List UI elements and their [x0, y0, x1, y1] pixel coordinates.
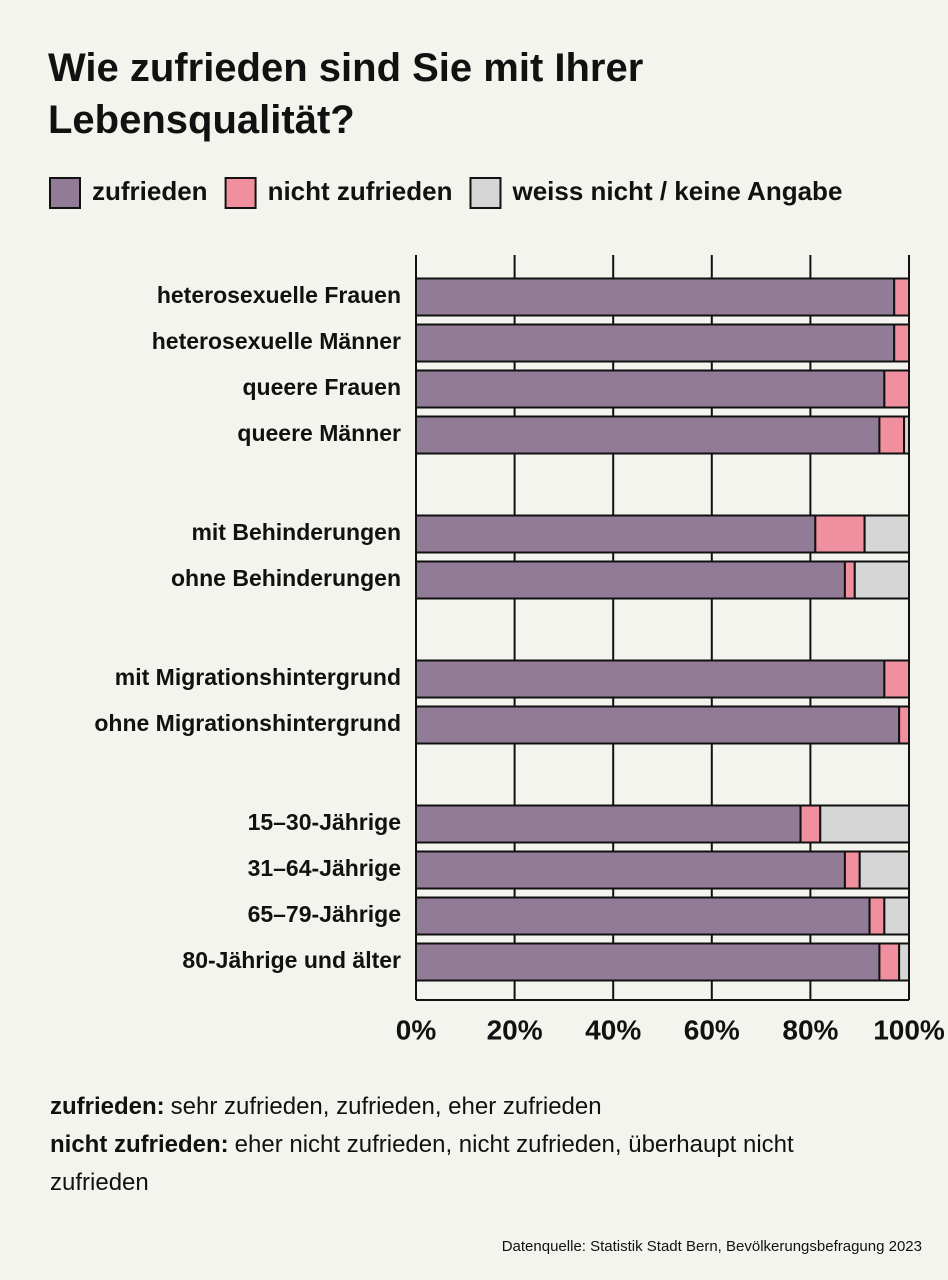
legend-swatch: [469, 177, 502, 209]
bar-segment: [853, 560, 911, 600]
bar-segment: [868, 896, 886, 936]
bar-segment: [415, 850, 846, 890]
bar-segment: [415, 323, 896, 363]
note-text: eher nicht zufrieden, nicht zufrieden, ü…: [50, 1131, 794, 1196]
bar-segment: [893, 323, 911, 363]
x-tick-label: 20%: [487, 1014, 543, 1045]
bar-segment: [883, 896, 910, 936]
bar-segment: [814, 514, 866, 554]
bar-segment: [883, 659, 910, 699]
note-term: zufrieden:: [50, 1093, 165, 1120]
x-tick-label: 40%: [585, 1014, 641, 1045]
bar-segment: [898, 705, 911, 745]
bar-segment: [843, 850, 861, 890]
y-tick-label: queere Männer: [237, 420, 401, 446]
bar-segment: [415, 560, 846, 600]
bar-segment: [893, 277, 911, 317]
x-tick-label: 100%: [873, 1014, 945, 1045]
x-tick-label: 80%: [782, 1014, 838, 1045]
bar-segment: [878, 942, 901, 982]
bar-segment: [415, 415, 881, 455]
bar-segment: [878, 415, 906, 455]
y-tick-label: 31–64-Jährige: [248, 855, 401, 881]
x-tick-label: 60%: [684, 1014, 740, 1045]
y-tick-label: heterosexuelle Frauen: [157, 282, 401, 308]
bar-segment: [858, 850, 911, 890]
legend-swatch: [224, 177, 257, 209]
notes: zufrieden: sehr zufrieden, zufrieden, ehe…: [50, 1088, 810, 1202]
source: Datenquelle: Statistik Stadt Bern, Bevöl…: [501, 1238, 922, 1255]
bar-segment: [415, 942, 881, 982]
legend-label: zufrieden: [92, 176, 208, 206]
legend-label: weiss nicht / keine Angabe: [511, 176, 842, 206]
chart-title: Wie zufrieden sind Sie mit Ihrer Lebensq…: [48, 46, 644, 142]
y-tick-label: mit Migrationshintergrund: [115, 664, 401, 690]
y-tick-label: queere Frauen: [243, 374, 402, 400]
bar-segment: [863, 514, 911, 554]
y-tick-label: 80-Jährige und älter: [182, 947, 401, 973]
y-tick-label: 65–79-Jährige: [248, 901, 401, 927]
legend-label: nicht zufrieden: [268, 176, 453, 206]
bar-segment: [415, 277, 896, 317]
bar-segment: [843, 560, 856, 600]
bar-segment: [415, 705, 901, 745]
note-text: sehr zufrieden, zufrieden, eher zufriede…: [170, 1093, 602, 1120]
bar-segment: [898, 942, 911, 982]
legend-swatch: [49, 177, 81, 209]
y-tick-label: 15–30-Jährige: [248, 809, 401, 835]
bar-segment: [415, 659, 886, 699]
note-term: nicht zufrieden:: [50, 1131, 229, 1158]
bar-segment: [415, 369, 886, 409]
bar-segment: [415, 804, 802, 844]
y-tick-label: ohne Migrationshintergrund: [94, 710, 401, 736]
note: zufrieden: sehr zufrieden, zufrieden, ehe…: [50, 1088, 810, 1126]
bar-segment: [903, 415, 911, 455]
y-tick-label: ohne Behinderungen: [171, 565, 401, 591]
bar-segment: [799, 804, 822, 844]
bar-segment: [819, 804, 911, 844]
bar-segment: [415, 896, 871, 936]
y-tick-label: mit Behinderungen: [191, 519, 401, 545]
y-tick-label: heterosexuelle Männer: [152, 328, 401, 354]
bar-segment: [415, 514, 817, 554]
note: nicht zufrieden: eher nicht zufrieden, ni…: [50, 1126, 810, 1202]
x-tick-label: 0%: [396, 1014, 437, 1045]
bar-segment: [883, 369, 910, 409]
